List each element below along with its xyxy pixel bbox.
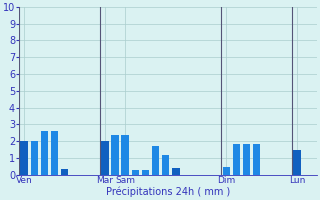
Bar: [20, 141, 28, 175]
Bar: [172, 168, 180, 175]
Bar: [122, 135, 129, 175]
Bar: [30, 141, 38, 175]
Bar: [51, 131, 58, 175]
Bar: [152, 146, 159, 175]
X-axis label: Précipitations 24h ( mm ): Précipitations 24h ( mm ): [106, 187, 230, 197]
Bar: [61, 169, 68, 175]
Bar: [111, 135, 119, 175]
Bar: [162, 155, 170, 175]
Bar: [233, 144, 240, 175]
Bar: [253, 144, 260, 175]
Bar: [243, 144, 250, 175]
Bar: [101, 141, 109, 175]
Bar: [41, 131, 48, 175]
Bar: [132, 170, 139, 175]
Bar: [222, 167, 230, 175]
Bar: [293, 150, 301, 175]
Bar: [142, 170, 149, 175]
